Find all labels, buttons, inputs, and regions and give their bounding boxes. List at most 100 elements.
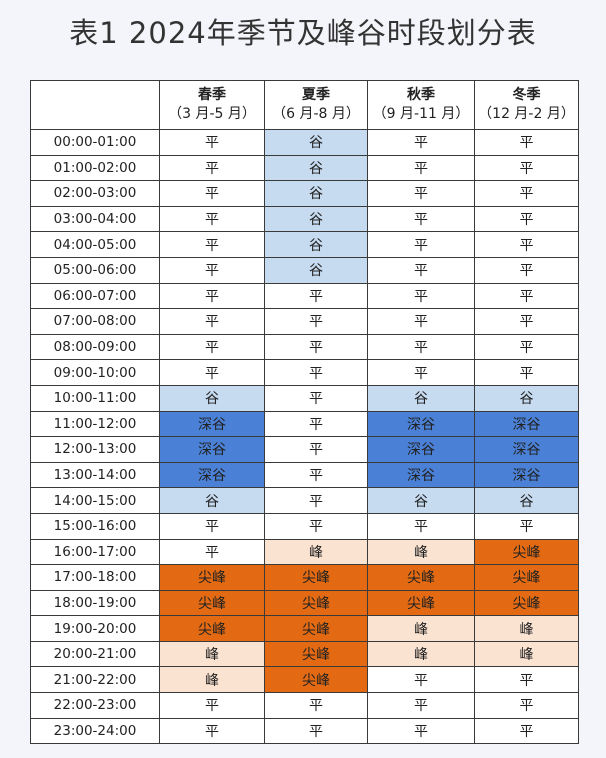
table-row: 11:00-12:00 深谷平深谷 深谷	[30, 410, 579, 438]
period-cell-spring: 平	[159, 256, 265, 284]
period-cell-spring: 平	[159, 692, 265, 719]
table-body: 00:00-01:00 平谷平平 01:00-02:00 平谷平平 02:00-03:0…	[30, 129, 579, 745]
period-cell-spring: 平	[159, 180, 265, 207]
time-slot-cell: 08:00-09:00	[30, 333, 160, 361]
period-cell-spring: 峰	[159, 666, 265, 694]
table-row: 06:00-07:00 平平平平	[30, 282, 579, 310]
period-cell-winter: 平	[474, 231, 579, 258]
period-cell-summer: 尖峰	[264, 564, 368, 591]
period-cell-spring: 平	[159, 205, 265, 233]
period-cell-summer: 尖峰	[264, 640, 368, 668]
period-cell-spring: 尖峰	[159, 589, 265, 617]
period-cell-spring: 平	[159, 717, 265, 745]
table-row: 23:00-24:00 平平平平	[30, 717, 579, 745]
period-cell-autumn: 平	[367, 692, 475, 719]
table-row: 10:00-11:00 谷平谷谷	[30, 384, 579, 412]
table-row: 12:00-13:00 深谷平深谷 深谷	[30, 436, 579, 463]
table-row: 09:00-10:00 平平平平	[30, 359, 579, 386]
period-cell-autumn: 峰	[367, 640, 475, 668]
period-cell-winter: 平	[474, 154, 579, 182]
period-cell-summer: 平	[264, 384, 368, 412]
period-cell-winter: 尖峰	[474, 564, 579, 591]
period-cell-winter: 谷	[474, 384, 579, 412]
period-cell-summer: 平	[264, 308, 368, 335]
period-cell-summer: 谷	[264, 256, 368, 284]
period-cell-winter: 峰	[474, 640, 579, 668]
period-cell-summer: 尖峰	[264, 615, 368, 642]
period-cell-autumn: 平	[367, 333, 475, 361]
table-row: 21:00-22:00 峰尖峰平平	[30, 666, 579, 694]
period-cell-autumn: 平	[367, 717, 475, 745]
time-slot-cell: 12:00-13:00	[30, 436, 160, 463]
time-slot-cell: 05:00-06:00	[30, 256, 160, 284]
period-cell-summer: 谷	[264, 129, 368, 156]
period-cell-autumn: 平	[367, 205, 475, 233]
period-cell-winter: 平	[474, 308, 579, 335]
period-cell-autumn: 深谷	[367, 461, 475, 489]
period-cell-summer: 尖峰	[264, 589, 368, 617]
period-cell-spring: 平	[159, 129, 265, 156]
header-autumn: 秋季 （9 月-11 月）	[367, 80, 475, 130]
time-slot-cell: 00:00-01:00	[30, 129, 160, 156]
period-cell-autumn: 平	[367, 308, 475, 335]
time-slot-cell: 02:00-03:00	[30, 180, 160, 207]
period-cell-autumn: 尖峰	[367, 589, 475, 617]
time-slot-cell: 18:00-19:00	[30, 589, 160, 617]
period-cell-autumn: 平	[367, 129, 475, 156]
period-cell-summer: 谷	[264, 154, 368, 182]
time-slot-cell: 19:00-20:00	[30, 615, 160, 642]
period-cell-spring: 平	[159, 333, 265, 361]
period-cell-winter: 深谷	[474, 461, 579, 489]
header-spring: 春季 （3 月-5 月）	[159, 80, 265, 130]
period-cell-spring: 深谷	[159, 461, 265, 489]
period-cell-winter: 深谷	[474, 410, 579, 438]
period-cell-autumn: 平	[367, 512, 475, 540]
season-name: 春季	[198, 87, 226, 103]
time-slot-cell: 01:00-02:00	[30, 154, 160, 182]
period-cell-winter: 平	[474, 282, 579, 310]
period-cell-winter: 平	[474, 205, 579, 233]
table-row: 17:00-18:00 尖峰 尖峰 尖峰 尖峰	[30, 564, 579, 591]
period-cell-autumn: 平	[367, 282, 475, 310]
table-row: 20:00-21:00 峰尖峰峰峰	[30, 640, 579, 668]
header-summer: 夏季 （6 月-8 月）	[264, 80, 368, 130]
time-slot-cell: 07:00-08:00	[30, 308, 160, 335]
table-row: 05:00-06:00 平谷平平	[30, 256, 579, 284]
table-header-row: 春季 （3 月-5 月） 夏季 （6 月-8 月） 秋季 （9 月-11 月） …	[30, 80, 579, 130]
table-row: 13:00-14:00 深谷平深谷 深谷	[30, 461, 579, 489]
time-slot-cell: 15:00-16:00	[30, 512, 160, 540]
period-cell-winter: 平	[474, 180, 579, 207]
period-cell-spring: 尖峰	[159, 564, 265, 591]
period-cell-winter: 平	[474, 512, 579, 540]
period-cell-spring: 平	[159, 282, 265, 310]
time-slot-cell: 13:00-14:00	[30, 461, 160, 489]
period-cell-winter: 平	[474, 692, 579, 719]
period-cell-spring: 平	[159, 538, 265, 566]
period-cell-autumn: 峰	[367, 615, 475, 642]
time-slot-cell: 11:00-12:00	[30, 410, 160, 438]
time-slot-cell: 22:00-23:00	[30, 692, 160, 719]
time-slot-cell: 09:00-10:00	[30, 359, 160, 386]
table-row: 16:00-17:00 平峰峰尖峰	[30, 538, 579, 566]
header-winter: 冬季 （12 月-2 月）	[474, 80, 579, 130]
period-cell-winter: 平	[474, 717, 579, 745]
page-title: 表1 2024年季节及峰谷时段划分表	[69, 16, 537, 50]
period-cell-winter: 平	[474, 359, 579, 386]
season-name: 秋季	[407, 87, 435, 103]
period-cell-spring: 平	[159, 308, 265, 335]
period-cell-autumn: 尖峰	[367, 564, 475, 591]
period-cell-winter: 尖峰	[474, 589, 579, 617]
time-slot-cell: 16:00-17:00	[30, 538, 160, 566]
table-row: 15:00-16:00 平平平平	[30, 512, 579, 540]
time-slot-cell: 21:00-22:00	[30, 666, 160, 694]
time-slot-cell: 03:00-04:00	[30, 205, 160, 233]
period-cell-spring: 平	[159, 231, 265, 258]
time-slot-cell: 14:00-15:00	[30, 487, 160, 514]
period-cell-spring: 平	[159, 512, 265, 540]
season-range: （3 月-5 月）	[168, 106, 256, 122]
table-row: 02:00-03:00 平谷平平	[30, 180, 579, 207]
period-cell-autumn: 深谷	[367, 436, 475, 463]
season-range: （12 月-2 月）	[478, 106, 575, 122]
time-slot-cell: 23:00-24:00	[30, 717, 160, 745]
time-slot-cell: 10:00-11:00	[30, 384, 160, 412]
